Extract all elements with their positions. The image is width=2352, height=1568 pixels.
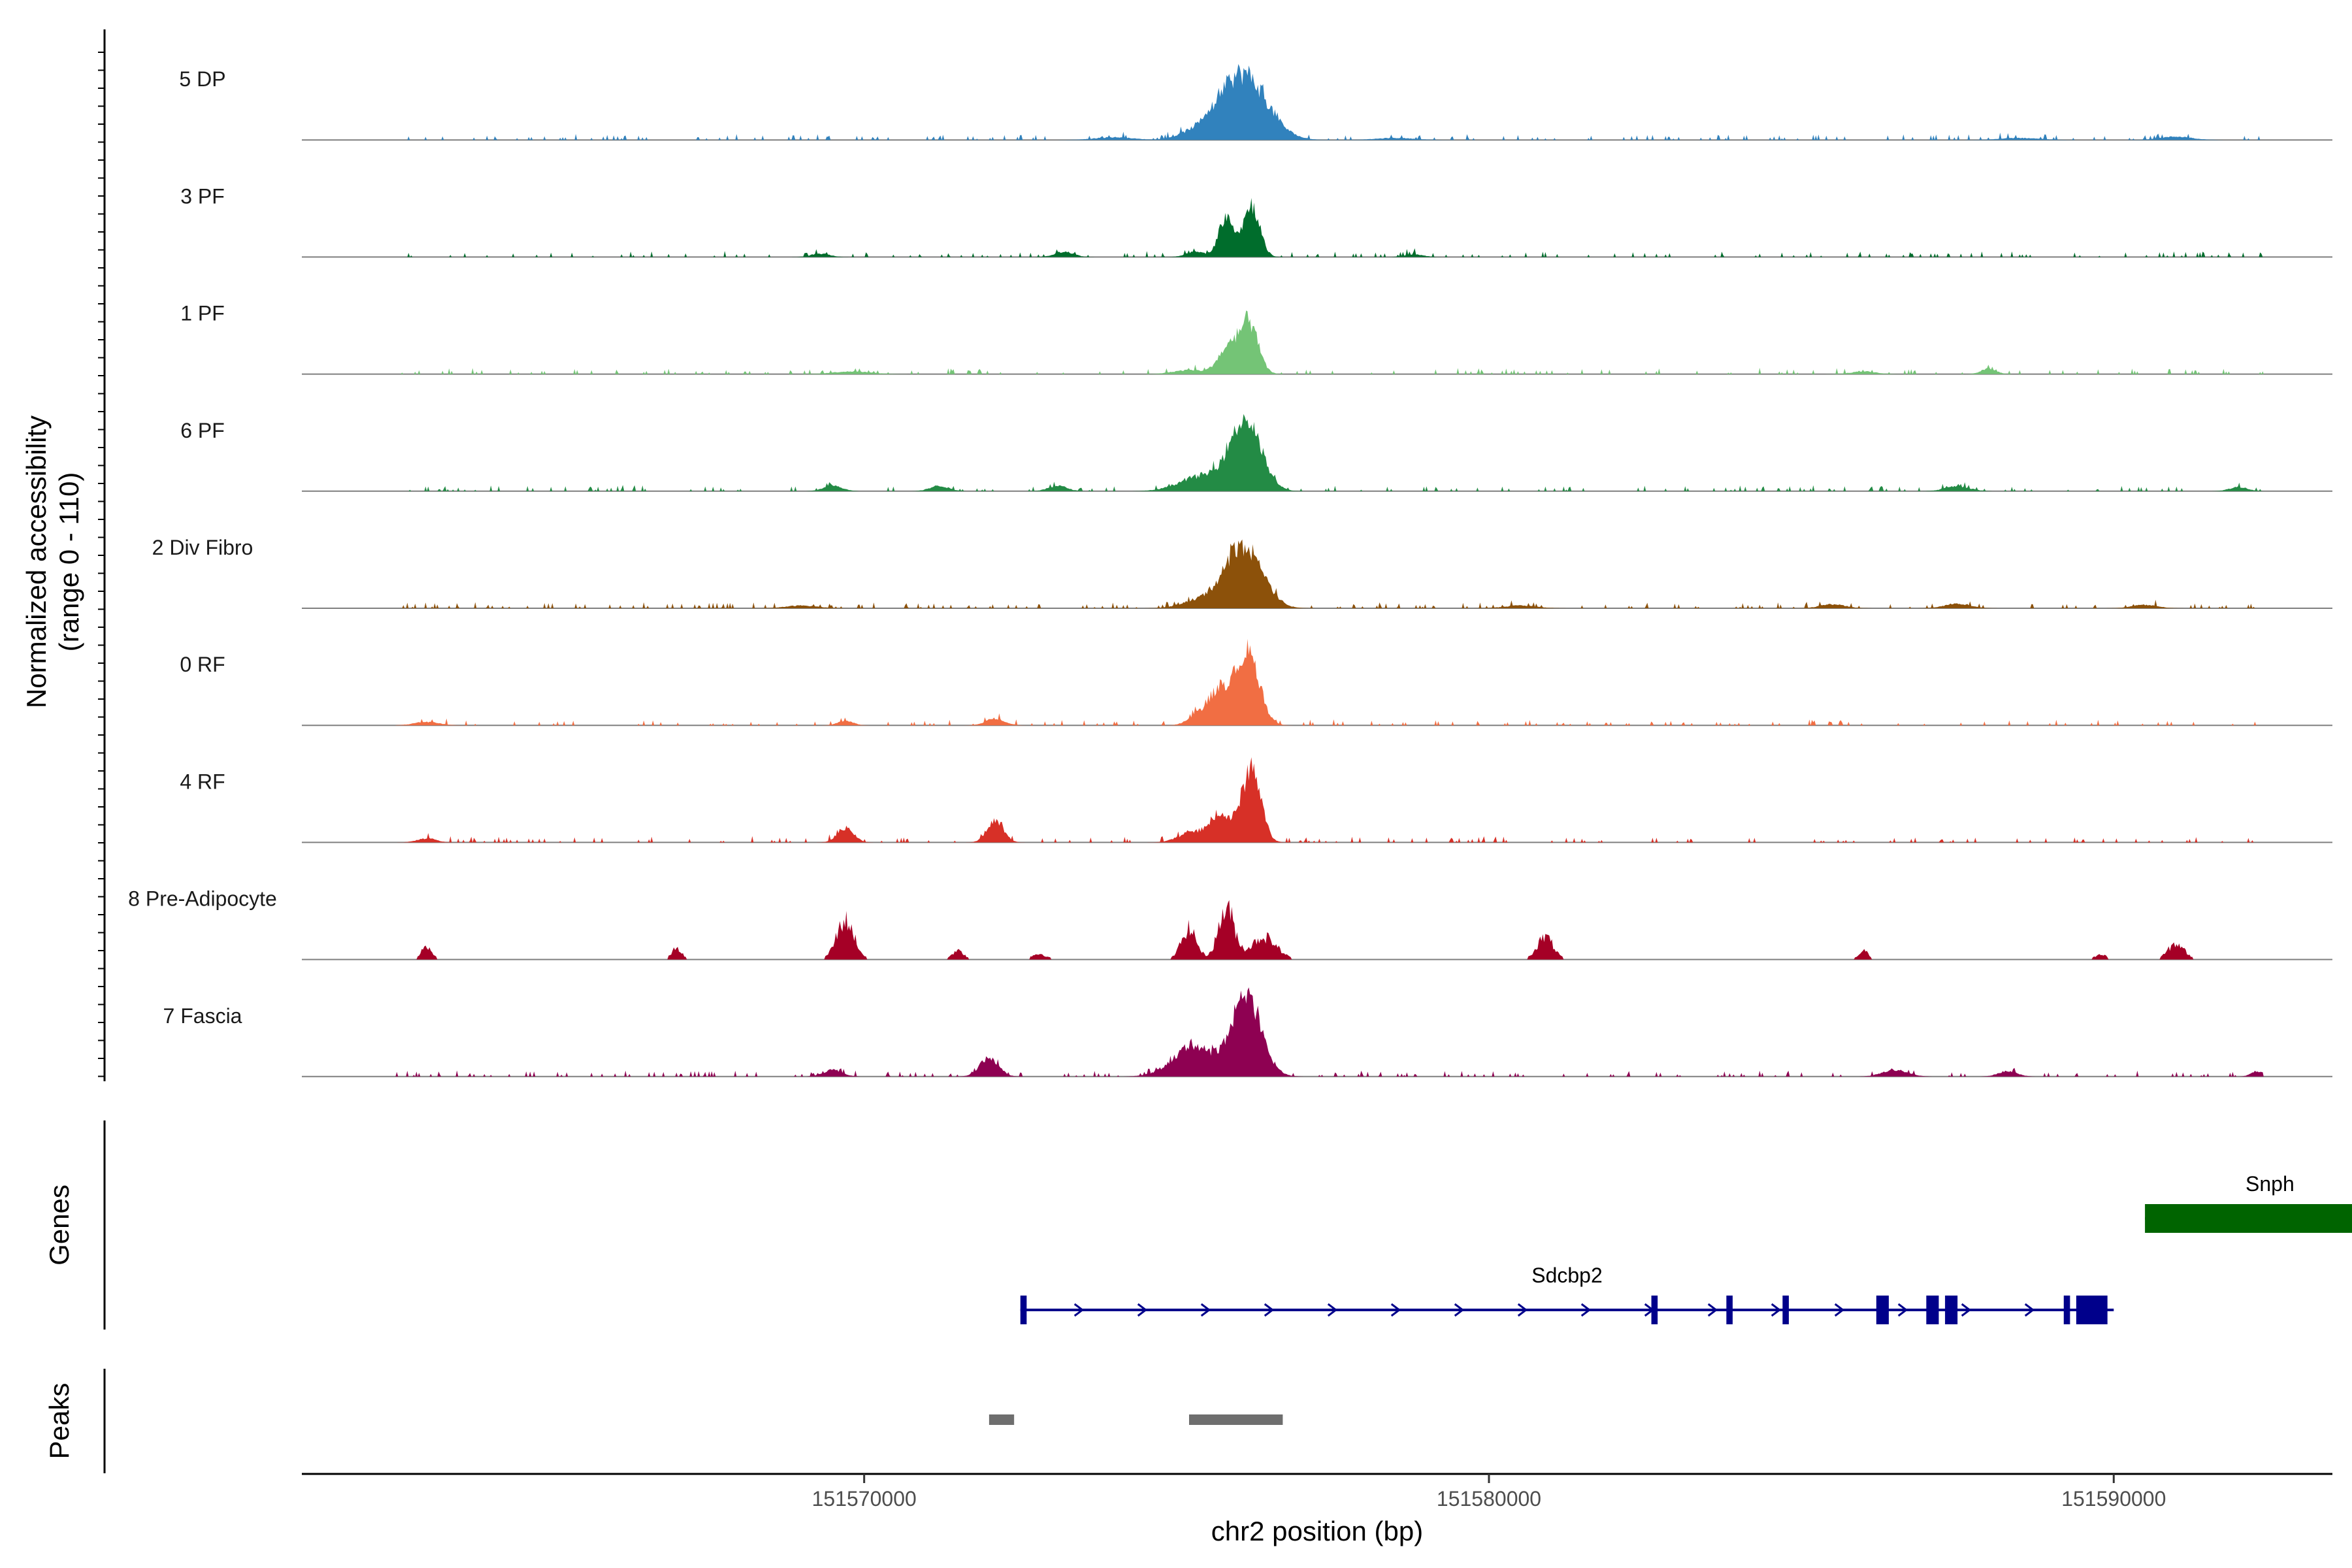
strand-arrow [1707,1303,1718,1317]
track-label: 1 PF [180,302,225,325]
track-label: 6 PF [180,419,225,442]
track-label: 2 Div Fibro [152,536,253,559]
strand-arrow [1517,1303,1528,1317]
track-label: 4 RF [180,770,225,793]
peaks-panel [988,1414,1283,1425]
gene-label: Sdcbp2 [1531,1264,1603,1287]
strand-arrow [1390,1303,1401,1317]
gene-exon [1726,1296,1733,1324]
x-tick-label: 151570000 [812,1487,917,1511]
peak-region [1189,1414,1283,1425]
strand-arrow [1073,1303,1085,1317]
genes-panel: Snph Sdcbp2 [1020,1172,2352,1324]
peaks-panel-title: Peaks [44,1383,74,1460]
genes-panel-title: Genes [44,1184,74,1266]
gene-exon [1926,1296,1939,1324]
track-8-pre-adipocyte: 8 Pre-Adipocyte [128,887,2332,960]
track-6-pf: 6 PF [180,414,2332,492]
track-label: 0 RF [180,653,225,676]
track-7-fascia: 7 Fascia [163,987,2332,1077]
track-5-dp: 5 DP [179,64,2332,141]
track-label: 5 DP [179,67,225,91]
gene-exon [1876,1296,1889,1324]
coverage-tracks: 5 DP 3 PF 1 PF 6 PF 2 Div Fibro 0 RF 4 RF 8 Pre… [128,64,2332,1077]
track-1-pf: 1 PF [180,302,2332,375]
strand-arrow [1137,1303,1148,1317]
gene-label: Snph [2246,1172,2295,1196]
gene-exon [1782,1296,1789,1324]
track-0-rf: 0 RF [180,638,2332,727]
track-label: 3 PF [180,184,225,208]
peak-region [988,1414,1015,1425]
x-tick-label: 151590000 [2061,1487,2166,1511]
gene-sdcbp2: Sdcbp2 [1020,1264,2114,1324]
strand-arrow [1961,1303,1972,1317]
coverage-y-ticks [98,52,105,1077]
gene-exon [2063,1296,2070,1324]
gene-exon [1945,1296,1958,1324]
y-axis-title-line-1: Normalized accessibility [21,416,52,708]
track-label: 7 Fascia [163,1004,242,1028]
gene-exon [2076,1296,2108,1324]
strand-arrow [1580,1303,1592,1317]
x-tick-label: 151580000 [1437,1487,1541,1511]
strand-arrow [1771,1303,1782,1317]
gene-exon [2145,1204,2352,1233]
strand-arrow [1897,1303,1908,1317]
strand-arrow [1834,1303,1845,1317]
track-label: 8 Pre-Adipocyte [128,887,277,911]
x-axis-title: chr2 position (bp) [1211,1516,1424,1546]
strand-arrow [1264,1303,1275,1317]
gene-exon [1651,1296,1658,1324]
x-axis-ticks: 151570000 151580000 151590000 [812,1474,2166,1511]
strand-arrow [1644,1303,1655,1317]
gene-exon [1020,1296,1027,1324]
strand-arrow [2024,1303,2035,1317]
gene-snph: Snph [2145,1172,2352,1233]
track-3-pf: 3 PF [180,184,2332,258]
strand-arrow [1327,1303,1338,1317]
strand-arrow [1200,1303,1211,1317]
y-axis-title: Normalized accessibility (range 0 - 110) [21,416,84,708]
y-axis-title-line-2: (range 0 - 110) [54,472,84,652]
track-4-rf: 4 RF [180,757,2332,843]
track-2-div-fibro: 2 Div Fibro [152,536,2332,609]
strand-arrow [1454,1303,1465,1317]
